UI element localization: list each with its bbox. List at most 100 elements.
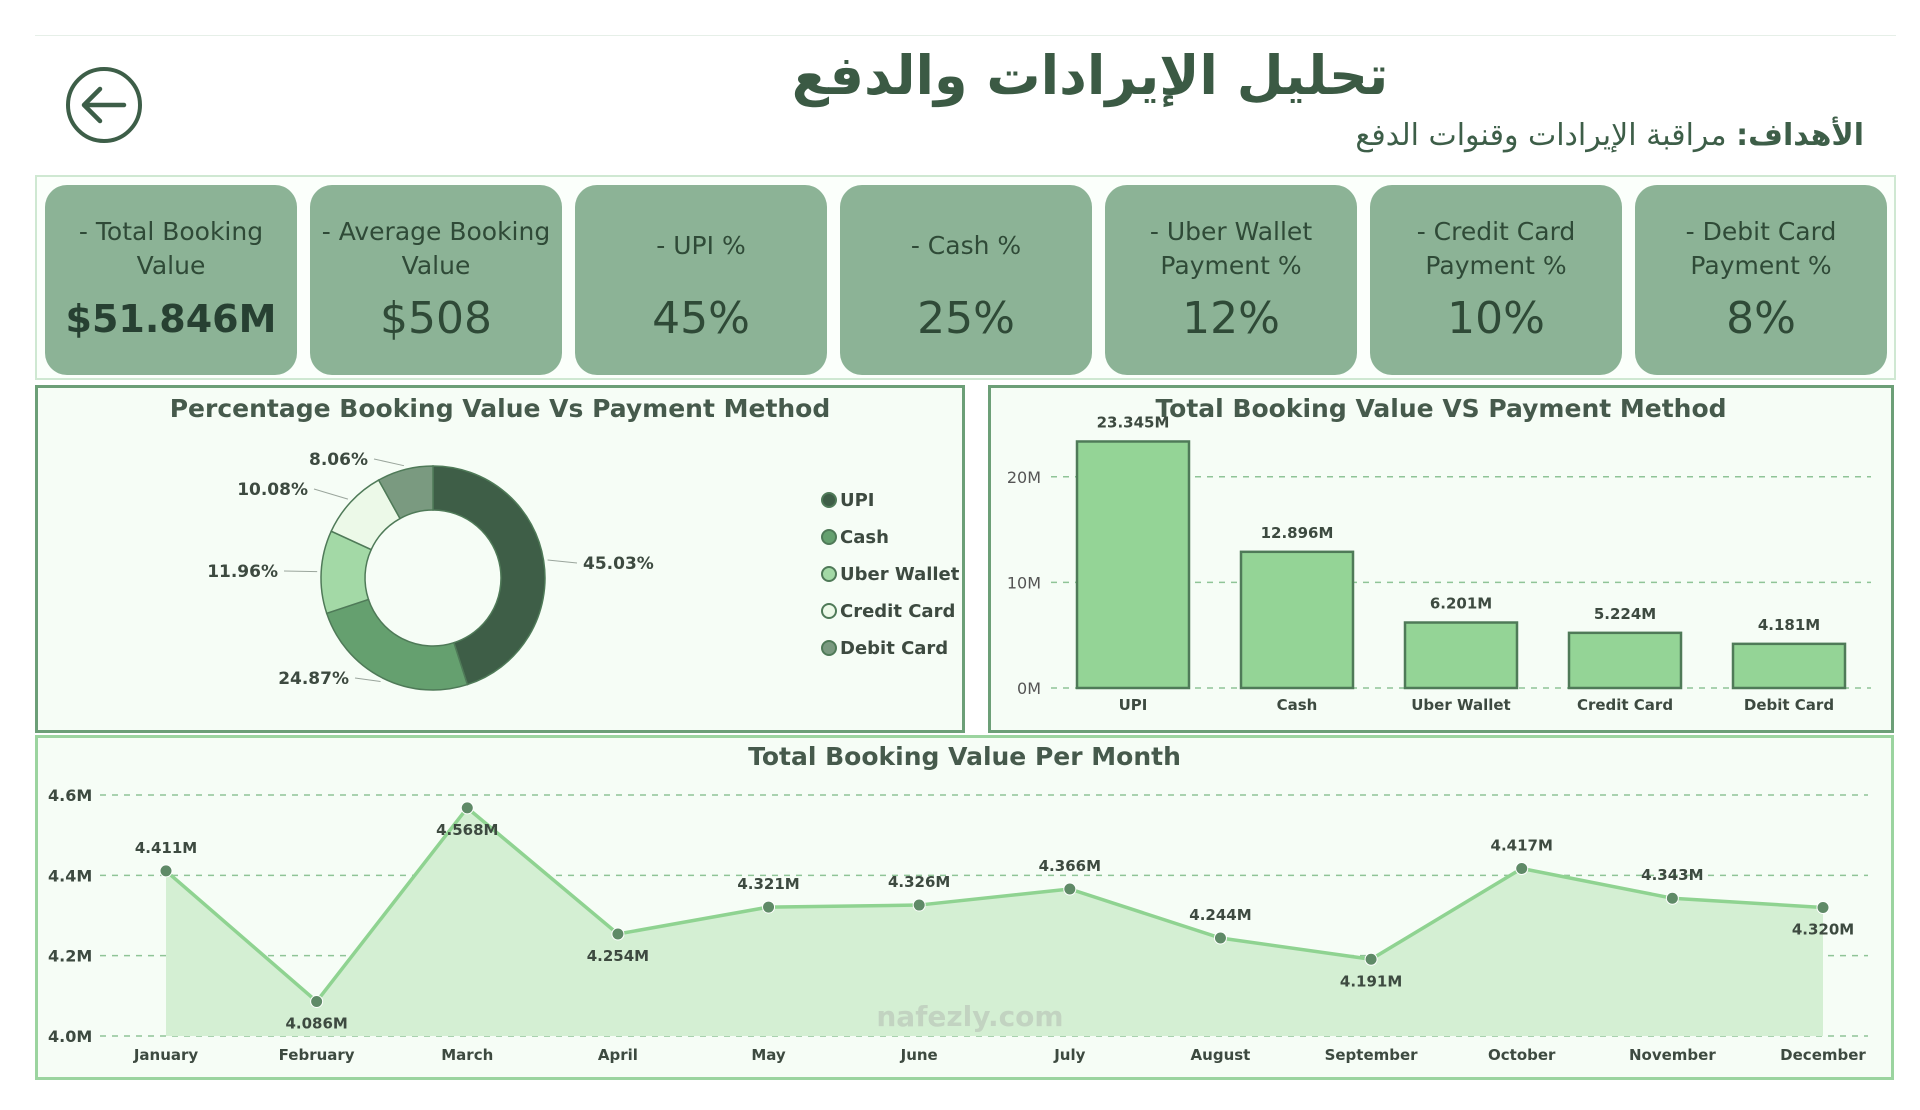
line-x-tick-label: September xyxy=(1325,1046,1419,1064)
kpi-label: - Debit Card Payment % xyxy=(1685,217,1837,280)
legend-marker xyxy=(821,640,837,656)
kpi-value: $51.846M xyxy=(65,297,277,341)
line-data-label: 4.343M xyxy=(1641,866,1703,884)
line-point xyxy=(1816,900,1830,914)
back-button[interactable] xyxy=(66,67,142,143)
bar-chart: 0M 10M 20M 23.345M UPI 12.896M Cash 6.201M Uber … xyxy=(1007,413,1871,714)
bar-y-tick-label: 10M xyxy=(1007,573,1041,592)
line-data-label: 4.254M xyxy=(587,947,649,965)
objective-label: الأهداف: xyxy=(1736,118,1864,153)
kpi-card-debit-card: - Debit Card Payment % 8% xyxy=(1635,185,1887,375)
line-point xyxy=(1665,891,1679,905)
kpi-label: - Total Booking Value xyxy=(78,217,264,280)
donut-data-label: 8.06% xyxy=(309,450,368,470)
line-y-tick-label: 4.4M xyxy=(48,866,92,885)
kpi-value: 8% xyxy=(1726,293,1796,344)
kpi-card-total-booking-value: - Total Booking Value $51.846M xyxy=(45,185,297,375)
objective-line: الأهداف: مراقبة الإيرادات وقنوات الدفع xyxy=(1355,118,1864,153)
line-point xyxy=(762,900,776,914)
line-data-label: 4.086M xyxy=(285,1014,347,1032)
bar-data-label: 23.345M xyxy=(1097,413,1170,431)
line-point xyxy=(611,927,625,941)
donut-leader-line xyxy=(547,559,578,564)
bar-x-tick-label: UPI xyxy=(1119,696,1148,714)
legend-label: Debit Card xyxy=(840,638,948,659)
line-x-tick-label: February xyxy=(279,1046,355,1064)
line-data-label: 4.191M xyxy=(1340,972,1402,990)
kpi-value: 10% xyxy=(1447,293,1545,344)
line-data-label: 4.326M xyxy=(888,873,950,891)
legend-label: Cash xyxy=(840,527,889,548)
objective-text: مراقبة الإيرادات وقنوات الدفع xyxy=(1355,118,1727,153)
line-data-label: 4.321M xyxy=(737,875,799,893)
bar xyxy=(1567,631,1683,690)
legend-label: Credit Card xyxy=(840,601,955,622)
bar-chart-title: Total Booking Value VS Payment Method xyxy=(1155,394,1727,423)
line-point xyxy=(1364,952,1378,966)
series-line xyxy=(164,805,1824,1004)
line-point xyxy=(1515,862,1529,876)
arrow-left-icon xyxy=(81,86,127,124)
kpi-value: 25% xyxy=(917,293,1015,344)
header-divider xyxy=(35,35,1896,36)
line-x-tick-label: August xyxy=(1191,1046,1251,1064)
kpi-card-cash: - Cash % 25% xyxy=(840,185,1092,375)
kpi-value: 45% xyxy=(652,293,750,344)
bar-data-label: 12.896M xyxy=(1261,524,1334,542)
line-x-tick-label: July xyxy=(1053,1046,1085,1064)
watermark-text: nafezly.com xyxy=(876,1000,1064,1033)
bar-x-tick-label: Debit Card xyxy=(1744,696,1834,714)
line-x-tick-label: May xyxy=(751,1046,786,1064)
donut-data-label: 11.96% xyxy=(207,562,278,582)
legend-marker xyxy=(821,529,837,545)
kpi-card-upi: - UPI % 45% xyxy=(575,185,827,375)
legend-marker xyxy=(821,566,837,582)
line-x-tick-label: December xyxy=(1780,1046,1866,1064)
donut-slice xyxy=(432,465,546,686)
donut-data-label: 24.87% xyxy=(278,669,349,689)
kpi-label: - Cash % xyxy=(910,231,1022,260)
line-point xyxy=(159,864,173,878)
donut-leader-line xyxy=(354,677,381,682)
legend-marker xyxy=(821,603,837,619)
bar-chart-panel: Total Booking Value VS Payment Method 0M… xyxy=(988,385,1894,733)
line-y-tick-label: 4.2M xyxy=(48,947,92,966)
bar xyxy=(1239,550,1355,690)
line-chart: 4.0M 4.2M 4.4M 4.6M 4.411M January 4.086M Febru… xyxy=(48,786,1868,1064)
line-data-label: 4.366M xyxy=(1039,857,1101,875)
bar xyxy=(1403,621,1519,690)
bar-y-tick-label: 20M xyxy=(1007,468,1041,487)
bar-data-label: 4.181M xyxy=(1758,616,1820,634)
bar xyxy=(1075,440,1191,690)
donut-chart-title: Percentage Booking Value Vs Payment Meth… xyxy=(169,394,831,423)
kpi-label: - Average Booking Value xyxy=(321,217,551,280)
bar-y-tick-label: 0M xyxy=(1017,679,1041,698)
page-title: تحليل الإيرادات والدفع xyxy=(791,44,1389,107)
line-point xyxy=(1213,931,1227,945)
bar-data-label: 6.201M xyxy=(1430,595,1492,613)
line-point xyxy=(460,801,474,815)
bar-x-tick-label: Credit Card xyxy=(1577,696,1673,714)
line-chart-panel: Total Booking Value Per Month 4.0M 4.2M 4.… xyxy=(35,735,1894,1080)
line-chart-title: Total Booking Value Per Month xyxy=(748,742,1181,771)
line-x-tick-label: November xyxy=(1629,1046,1716,1064)
donut-leader-line xyxy=(313,488,349,500)
legend-label: Uber Wallet xyxy=(840,564,960,585)
donut-data-label: 10.08% xyxy=(237,480,308,500)
donut-chart: 45.03% 24.87% 11.96% 10.08%8.06% UPI Cash Uber… xyxy=(207,450,960,691)
line-data-label: 4.568M xyxy=(436,821,498,839)
kpi-value: $508 xyxy=(380,293,492,344)
donut-data-label: 45.03% xyxy=(583,554,654,574)
line-x-tick-label: June xyxy=(900,1046,938,1064)
donut-leader-line xyxy=(283,570,318,573)
line-y-tick-label: 4.0M xyxy=(48,1027,92,1046)
line-x-tick-label: April xyxy=(598,1046,638,1064)
bar-x-tick-label: Cash xyxy=(1277,696,1318,714)
line-x-tick-label: October xyxy=(1488,1046,1556,1064)
kpi-label: - UPI % xyxy=(656,231,746,260)
legend-marker xyxy=(821,492,837,508)
line-data-label: 4.320M xyxy=(1792,920,1854,938)
line-y-tick-label: 4.6M xyxy=(48,786,92,805)
donut-slice xyxy=(377,465,434,520)
kpi-card-average-booking-value: - Average Booking Value $508 xyxy=(310,185,562,375)
